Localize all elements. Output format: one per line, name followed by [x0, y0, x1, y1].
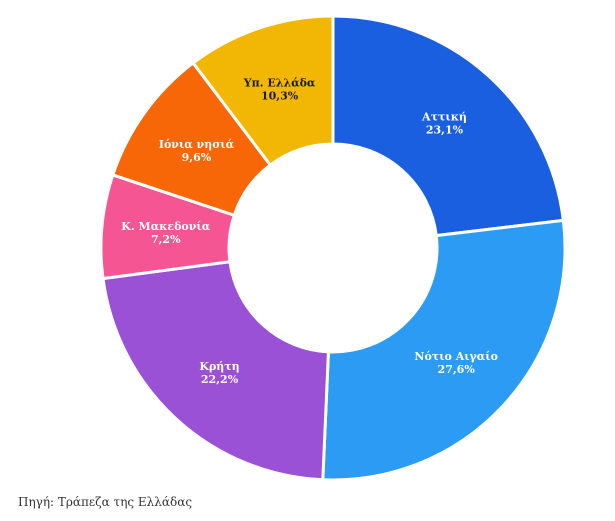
slice-value-label: 22,2% [201, 373, 239, 386]
slice-label: Νότιο Αιγαίο [414, 350, 498, 363]
pie-slice [191, 14, 335, 168]
slice-label: Ιόνια νησιά [159, 138, 235, 151]
pie-slice [101, 259, 330, 482]
pie-slice [321, 218, 567, 482]
pie-slice [331, 14, 566, 238]
slice-value-label: 27,6% [438, 363, 476, 376]
source-note: Πηγή: Τράπεζα της Ελλάδας [18, 495, 193, 509]
slice-value-label: 9,6% [182, 151, 212, 164]
slice-label: Υπ. Ελλάδα [243, 77, 316, 90]
slice-value-label: 10,3% [261, 90, 299, 103]
slice-value-label: 23,1% [426, 123, 464, 136]
slice-label: Κ. Μακεδονία [121, 220, 210, 233]
slice-value-label: 7,2% [151, 233, 181, 246]
slice-label: Αττική [421, 110, 467, 123]
chart-slices [99, 14, 567, 482]
slice-label: Κρήτη [199, 360, 239, 373]
